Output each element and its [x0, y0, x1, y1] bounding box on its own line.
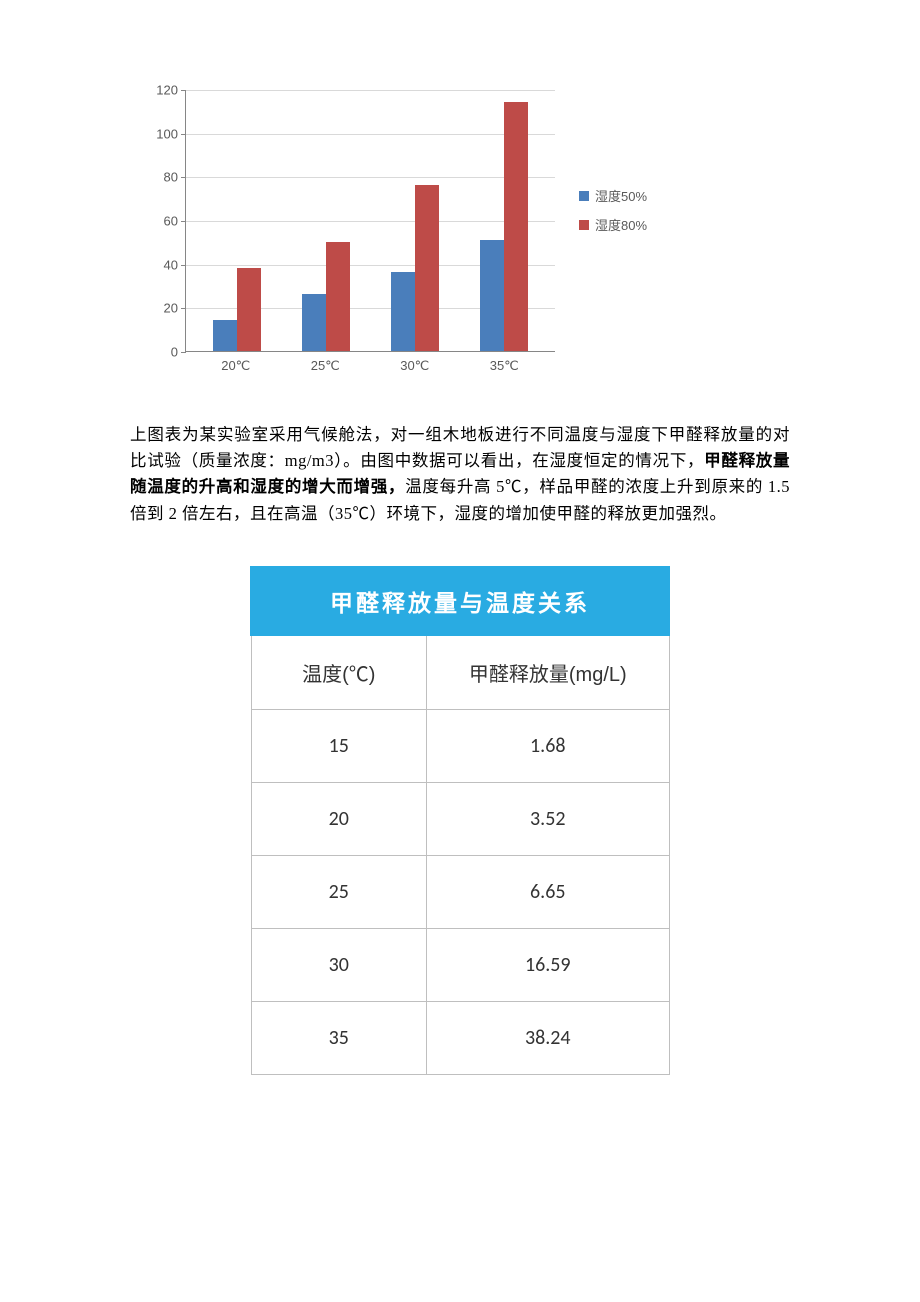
y-axis-label: 0 — [171, 345, 186, 360]
table-cell: 35 — [251, 1002, 427, 1075]
table-cell: 38.24 — [427, 1002, 669, 1075]
legend-swatch — [579, 220, 589, 230]
table-cell: 1.68 — [427, 710, 669, 783]
y-axis-label: 20 — [164, 301, 186, 316]
bar — [504, 102, 528, 351]
y-axis-label: 40 — [164, 257, 186, 272]
y-axis-label: 80 — [164, 170, 186, 185]
bar-group — [387, 185, 443, 351]
table-title: 甲醛释放量与温度关系 — [251, 567, 669, 635]
legend-label: 湿度80% — [595, 215, 647, 234]
legend-swatch — [579, 191, 589, 201]
y-axis-label: 100 — [156, 126, 186, 141]
table-row: 256.65 — [251, 856, 669, 929]
chart-legend: 湿度50% 湿度80% — [579, 186, 647, 244]
bar — [480, 240, 504, 351]
bar-group — [298, 242, 354, 351]
description-paragraph: 上图表为某实验室采用气候舱法，对一组木地板进行不同温度与湿度下甲醛释放量的对比试… — [130, 422, 790, 526]
bar — [237, 268, 261, 351]
bar — [213, 320, 237, 351]
para-text-1: 上图表为某实验室采用气候舱法，对一组木地板进行不同温度与湿度下甲醛释放量的对比试… — [130, 425, 790, 470]
x-axis-label: 25℃ — [297, 358, 353, 374]
bar — [302, 294, 326, 351]
x-axis-label: 30℃ — [387, 358, 443, 374]
table-row: 203.52 — [251, 783, 669, 856]
table-row: 3016.59 — [251, 929, 669, 1002]
bar — [391, 272, 415, 351]
table-cell: 6.65 — [427, 856, 669, 929]
table-cell: 3.52 — [427, 783, 669, 856]
table-cell: 15 — [251, 710, 427, 783]
chart-plot-area: 020406080100120 — [185, 90, 555, 352]
bar-group — [209, 268, 265, 351]
legend-label: 湿度50% — [595, 186, 647, 205]
table-cell: 20 — [251, 783, 427, 856]
bars-container — [186, 90, 555, 351]
bar-chart: 020406080100120 20℃ 25℃ 30℃ 35℃ 湿度50% 湿度80% — [185, 90, 790, 374]
y-axis-label: 120 — [156, 83, 186, 98]
bar — [326, 242, 350, 351]
table-cell: 16.59 — [427, 929, 669, 1002]
table-header-temp: 温度(℃) — [251, 635, 427, 710]
bar — [415, 185, 439, 351]
x-axis-label: 35℃ — [476, 358, 532, 374]
table-header-emission: 甲醛释放量(mg/L) — [427, 635, 669, 710]
table-row: 3538.24 — [251, 1002, 669, 1075]
bar-group — [476, 102, 532, 351]
data-table: 甲醛释放量与温度关系 温度(℃) 甲醛释放量(mg/L) 151.68203.5… — [250, 566, 670, 1075]
chart-x-axis: 20℃ 25℃ 30℃ 35℃ — [185, 352, 555, 374]
y-axis-label: 60 — [164, 214, 186, 229]
legend-item: 湿度50% — [579, 186, 647, 205]
table-row: 151.68 — [251, 710, 669, 783]
table-cell: 25 — [251, 856, 427, 929]
x-axis-label: 20℃ — [208, 358, 264, 374]
legend-item: 湿度80% — [579, 215, 647, 234]
table-cell: 30 — [251, 929, 427, 1002]
